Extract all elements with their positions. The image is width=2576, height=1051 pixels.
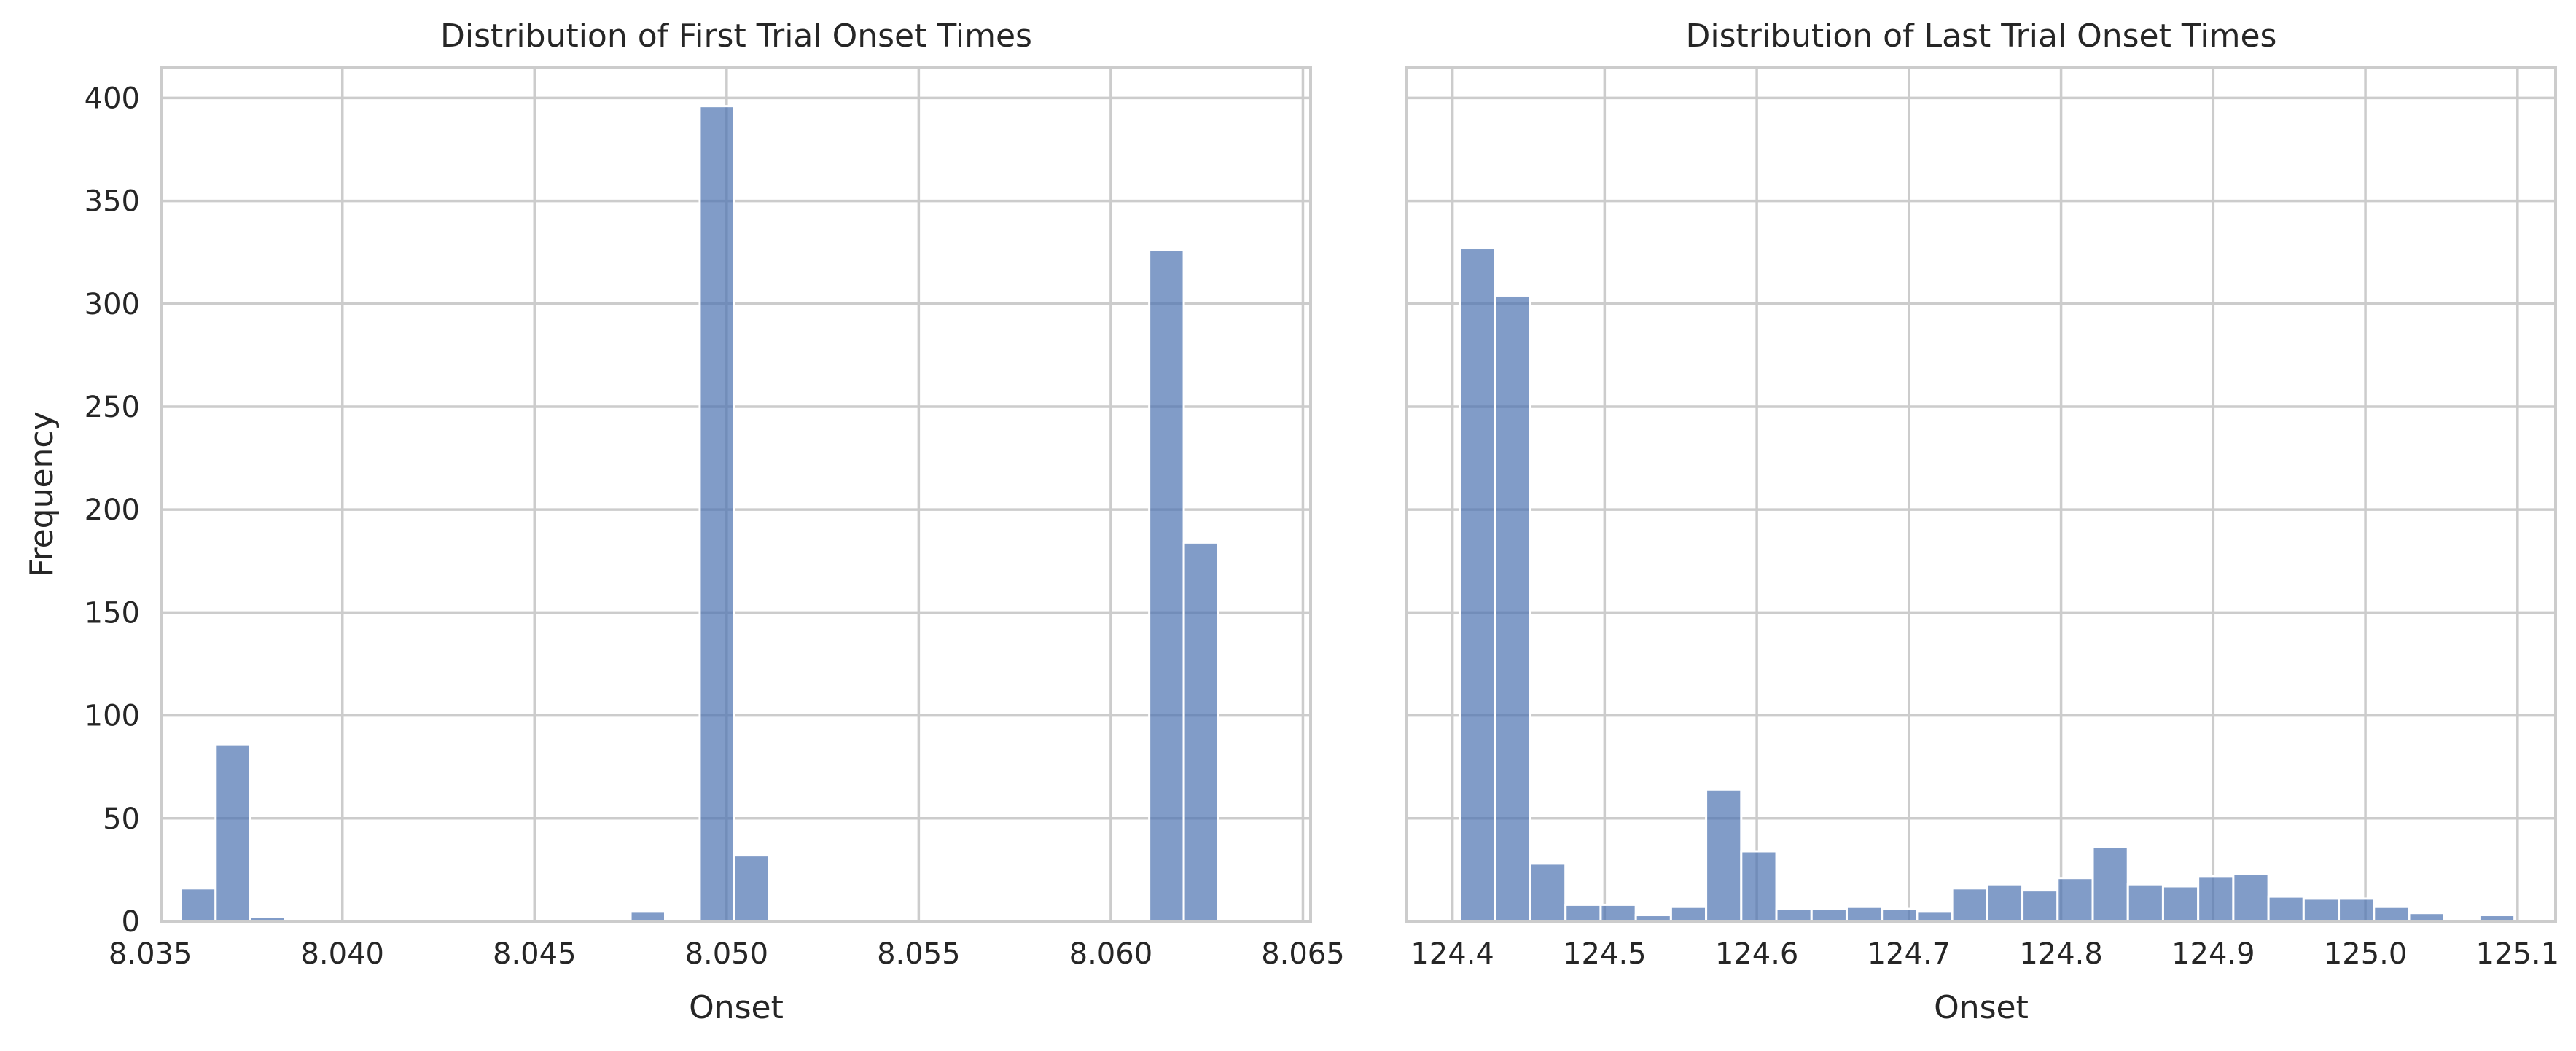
histogram-bar <box>2197 875 2235 923</box>
histogram-bar <box>1810 907 1848 923</box>
histogram-bar <box>2338 897 2376 923</box>
histogram-bar <box>733 854 770 923</box>
histogram-bar <box>214 743 251 923</box>
histogram-bar <box>2056 877 2094 923</box>
x-tick-label: 8.055 <box>877 937 961 971</box>
x-tick-label: 8.060 <box>1069 937 1153 971</box>
x-axis-label: Onset <box>689 989 784 1026</box>
histogram-bar <box>1148 249 1185 923</box>
histogram-bar <box>1459 247 1496 923</box>
x-tick-label: 125.1 <box>2476 937 2560 971</box>
y-tick-label: 0 <box>122 905 140 939</box>
histogram-bar <box>1669 905 1708 923</box>
chart-panel-1: 8.035 8.040 8.045 8.050 8.055 8.060 8.065 0 50 10… <box>23 17 1345 1026</box>
x-tick-label: 124.5 <box>1563 937 1647 971</box>
histogram-bar <box>1599 903 1637 923</box>
histogram-bar <box>698 105 735 923</box>
x-tick-label: 8.065 <box>1261 937 1345 971</box>
histogram-bar <box>1182 541 1219 923</box>
histogram-bar <box>1951 887 1988 923</box>
histogram-bar <box>2126 883 2164 923</box>
y-axis-label: Frequency <box>23 411 61 577</box>
y-tick-label: 150 <box>85 596 140 630</box>
x-tick-label: 125.0 <box>2324 937 2408 971</box>
y-tick-label: 400 <box>85 82 140 115</box>
histogram-bar <box>1986 883 2024 923</box>
x-tick-label: 8.050 <box>685 937 769 971</box>
x-tick-label: 124.6 <box>1715 937 1799 971</box>
histogram-bar <box>2021 889 2059 923</box>
y-tick-label: 100 <box>85 700 140 733</box>
histogram-bar <box>1740 850 1778 923</box>
plot-frame <box>1405 66 2557 923</box>
histogram-bar <box>1775 907 1813 923</box>
y-tick-label: 350 <box>85 185 140 219</box>
x-tick-label: 124.7 <box>1867 937 1951 971</box>
histogram-bar <box>1845 905 1884 923</box>
chart-title: Distribution of First Trial Onset Times <box>440 17 1032 55</box>
y-tick-label: 300 <box>85 288 140 321</box>
histogram-bar <box>2302 897 2341 923</box>
histogram-bar <box>2267 895 2305 923</box>
histogram-bar <box>1564 903 1602 923</box>
histogram-bar <box>1881 907 1919 923</box>
x-tick-label: 124.8 <box>2019 937 2103 971</box>
y-tick-label: 50 <box>103 802 140 836</box>
histogram-bar <box>179 887 217 923</box>
x-tick-label: 8.045 <box>493 937 577 971</box>
y-tick-label: 200 <box>85 493 140 527</box>
histogram-bar <box>1705 788 1743 923</box>
chart-title: Distribution of Last Trial Onset Times <box>1686 17 2277 55</box>
x-tick-label: 8.035 <box>109 937 192 971</box>
y-tick-label: 250 <box>85 391 140 424</box>
histogram-bar <box>1529 862 1567 923</box>
histogram-bar <box>2232 872 2270 923</box>
histogram-bar <box>2161 885 2200 923</box>
x-axis-label: Onset <box>1934 989 2029 1026</box>
chart-panel-2: 124.4 124.5 124.6 124.7 124.8 124.9 125.0 125.1… <box>1405 17 2560 1026</box>
histogram-bar <box>1916 910 1954 923</box>
x-tick-label: 8.040 <box>300 937 384 971</box>
plot-frame <box>160 66 1312 923</box>
x-tick-label: 124.4 <box>1410 937 1494 971</box>
histogram-bar <box>2373 905 2411 923</box>
histogram-bar <box>1494 294 1531 923</box>
histogram-bar <box>629 910 666 923</box>
x-tick-label: 124.9 <box>2171 937 2255 971</box>
histogram-bar <box>2091 845 2129 923</box>
